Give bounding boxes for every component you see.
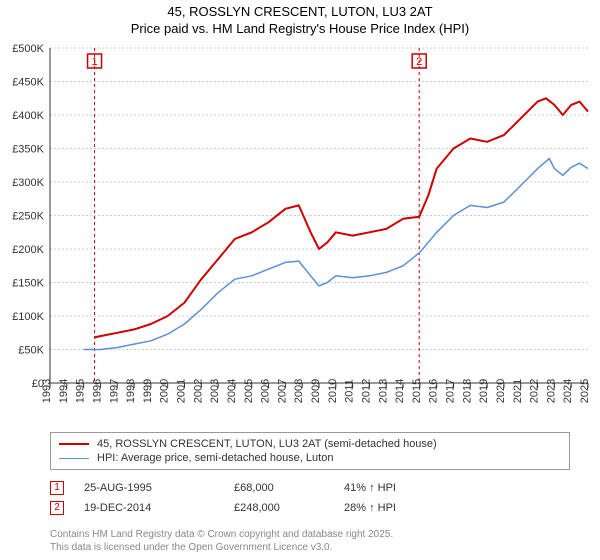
- y-tick-label: £200K: [12, 244, 44, 256]
- legend-item: 45, ROSSLYN CRESCENT, LUTON, LU3 2AT (se…: [59, 437, 561, 451]
- legend-swatch: [59, 458, 89, 459]
- x-tick-label: 2001: [176, 379, 188, 403]
- y-tick-label: £250K: [12, 211, 44, 223]
- sale-delta: 41% ↑ HPI: [344, 482, 464, 494]
- y-tick-label: £50K: [18, 345, 44, 357]
- x-tick-label: 2002: [192, 379, 204, 403]
- x-tick-label: 2016: [428, 379, 440, 403]
- x-tick-label: 2004: [226, 379, 238, 403]
- attribution: Contains HM Land Registry data © Crown c…: [50, 528, 393, 554]
- x-tick-label: 2020: [495, 379, 507, 403]
- x-tick-label: 2003: [209, 379, 221, 403]
- x-tick-label: 2024: [562, 379, 574, 403]
- x-tick-label: 2018: [461, 379, 473, 403]
- x-tick-label: 2012: [360, 379, 372, 403]
- x-tick-label: 2009: [310, 379, 322, 403]
- y-tick-label: £300K: [12, 177, 44, 189]
- x-tick-label: 2017: [445, 379, 457, 403]
- y-tick-label: £500K: [12, 43, 44, 55]
- series-property: [95, 98, 588, 337]
- x-tick-label: 2015: [411, 379, 423, 403]
- sale-row: 1 25-AUG-1995 £68,000 41% ↑ HPI: [50, 478, 464, 498]
- y-tick-label: £350K: [12, 144, 44, 156]
- x-tick-label: 1995: [75, 379, 87, 403]
- x-tick-label: 2007: [276, 379, 288, 403]
- x-tick-label: 1997: [108, 379, 120, 403]
- x-tick-label: 2000: [159, 379, 171, 403]
- x-tick-label: 1994: [58, 379, 70, 403]
- marker-label: 1: [91, 56, 97, 68]
- x-tick-label: 2005: [243, 379, 255, 403]
- y-tick-label: £150K: [12, 278, 44, 290]
- sales-list: 1 25-AUG-1995 £68,000 41% ↑ HPI 2 19-DEC-2014…: [50, 478, 464, 518]
- sale-row: 2 19-DEC-2014 £248,000 28% ↑ HPI: [50, 498, 464, 518]
- legend: 45, ROSSLYN CRESCENT, LUTON, LU3 2AT (se…: [50, 432, 570, 470]
- sale-date: 25-AUG-1995: [84, 482, 214, 494]
- chart-svg: £0£50K£100K£150K£200K£250K£300K£350K£400…: [0, 40, 600, 420]
- sale-marker: 2: [50, 501, 64, 515]
- sale-marker: 1: [50, 481, 64, 495]
- title-block: 45, ROSSLYN CRESCENT, LUTON, LU3 2AT Pri…: [0, 0, 600, 40]
- x-tick-label: 2025: [579, 379, 591, 403]
- y-tick-label: £100K: [12, 311, 44, 323]
- x-tick-label: 2013: [377, 379, 389, 403]
- x-tick-label: 2014: [394, 379, 406, 403]
- chart-area: £0£50K£100K£150K£200K£250K£300K£350K£400…: [0, 40, 600, 420]
- legend-label: 45, ROSSLYN CRESCENT, LUTON, LU3 2AT (se…: [97, 438, 437, 450]
- x-tick-label: 2008: [293, 379, 305, 403]
- x-tick-label: 1993: [41, 379, 53, 403]
- attribution-line-2: This data is licensed under the Open Gov…: [50, 541, 393, 554]
- sale-price: £68,000: [234, 482, 324, 494]
- x-tick-label: 1999: [142, 379, 154, 403]
- x-tick-label: 2022: [529, 379, 541, 403]
- x-tick-label: 2019: [478, 379, 490, 403]
- sale-delta: 28% ↑ HPI: [344, 502, 464, 514]
- x-tick-label: 2010: [327, 379, 339, 403]
- x-tick-label: 1996: [91, 379, 103, 403]
- legend-label: HPI: Average price, semi-detached house,…: [97, 452, 333, 464]
- title-line-2: Price paid vs. HM Land Registry's House …: [0, 21, 600, 38]
- marker-label: 2: [416, 56, 422, 68]
- chart-container: 45, ROSSLYN CRESCENT, LUTON, LU3 2AT Pri…: [0, 0, 600, 560]
- sale-price: £248,000: [234, 502, 324, 514]
- y-tick-label: £400K: [12, 110, 44, 122]
- y-tick-label: £450K: [12, 77, 44, 89]
- x-tick-label: 2023: [545, 379, 557, 403]
- legend-swatch: [59, 443, 89, 445]
- x-tick-label: 2021: [512, 379, 524, 403]
- title-line-1: 45, ROSSLYN CRESCENT, LUTON, LU3 2AT: [0, 4, 600, 21]
- x-tick-label: 1998: [125, 379, 137, 403]
- legend-item: HPI: Average price, semi-detached house,…: [59, 451, 561, 465]
- attribution-line-1: Contains HM Land Registry data © Crown c…: [50, 528, 393, 541]
- x-tick-label: 2006: [260, 379, 272, 403]
- sale-date: 19-DEC-2014: [84, 502, 214, 514]
